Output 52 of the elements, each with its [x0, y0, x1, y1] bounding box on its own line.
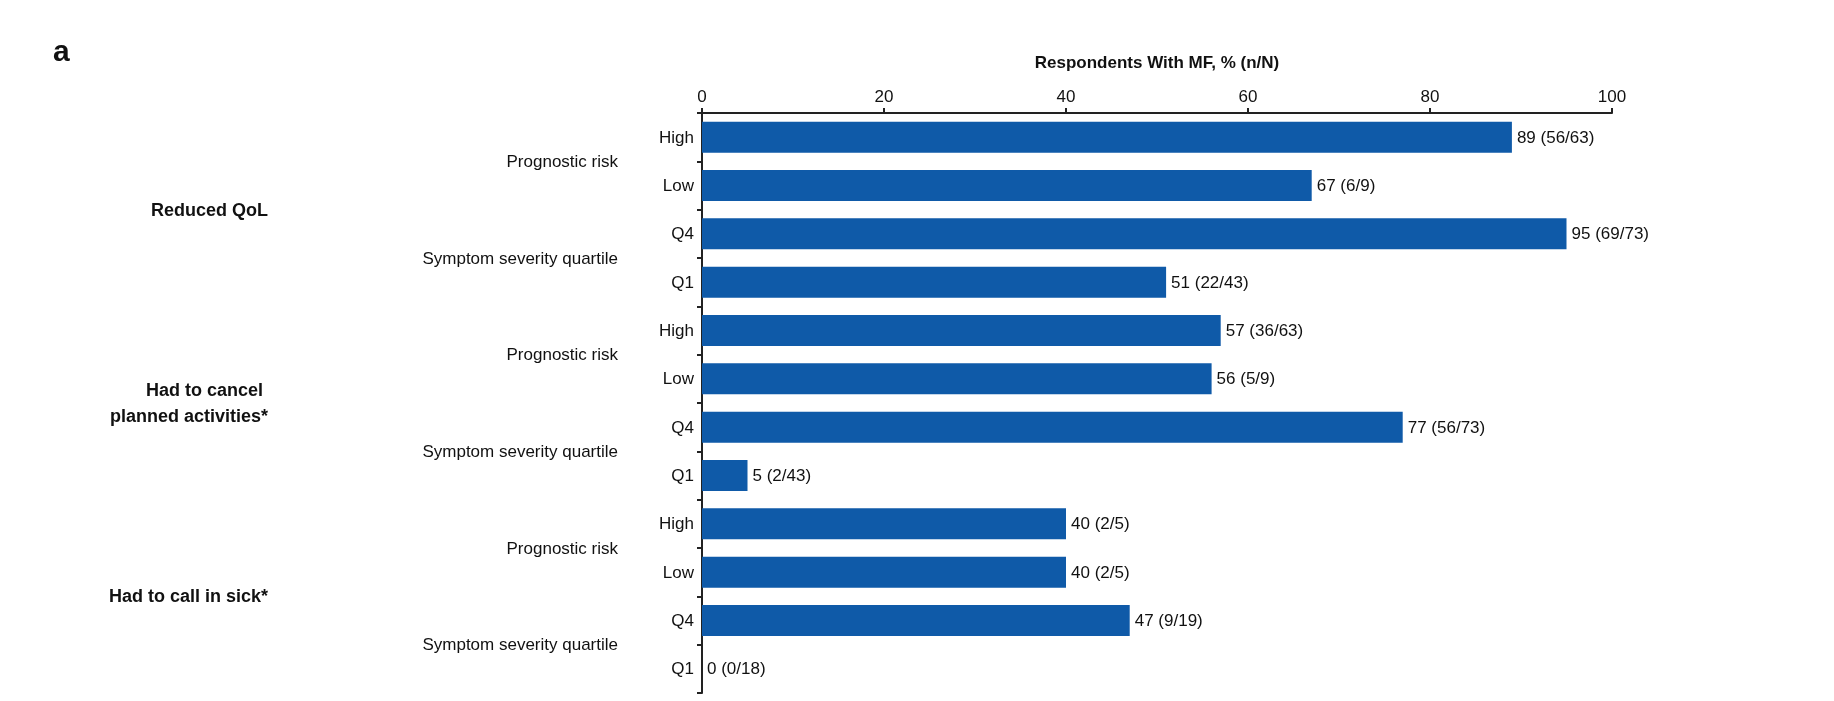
bar: [702, 121, 1512, 153]
bar: [702, 315, 1221, 346]
text: Had to cancel planned activities*: [109, 380, 268, 426]
data-label: 89 (56/63): [1516, 127, 1595, 147]
data-label: 47 (9/19): [1134, 611, 1203, 630]
data-label: 5 (2/43): [752, 466, 812, 485]
bar: [702, 556, 1066, 588]
bar: [702, 460, 748, 491]
x-tick-label: 100: [1597, 87, 1627, 106]
data-label: 57 (36/63): [1225, 321, 1304, 340]
y-tick-label: High: [659, 127, 694, 147]
data-label: 56 (5/9): [1216, 369, 1276, 389]
data-label: 40 (2/5): [1071, 514, 1130, 534]
data-label: 67 (6/9): [1316, 176, 1376, 195]
text: Reduced QoL: [150, 199, 268, 220]
y-tick-label: Low: [662, 176, 695, 195]
text: Symptom severity quartile: [422, 248, 618, 268]
data-label: 40 (2/5): [1071, 562, 1130, 582]
y-tick-label: Low: [662, 369, 695, 389]
y-tick-label: Q1: [671, 466, 694, 485]
x-axis-title: Respondents With MF, % (n/N): [1034, 53, 1280, 72]
y-tick-label: Q1: [671, 272, 694, 292]
bar: [702, 508, 1066, 540]
bar: [702, 266, 1167, 298]
y-tick-label: Q4: [671, 611, 694, 630]
bar: [702, 218, 1567, 250]
y-tick-label: Q4: [671, 224, 694, 244]
data-label: 95 (69/73): [1571, 224, 1649, 244]
y-tick-label: Q1: [671, 659, 694, 679]
data-label: 0 (0/18): [707, 659, 766, 679]
y-tick-label: Q4: [671, 417, 694, 437]
text: a: [53, 33, 70, 67]
bar: [702, 170, 1312, 201]
text: Prognostic risk: [506, 345, 619, 365]
bar: [702, 411, 1403, 443]
x-tick-label: 60: [1238, 87, 1258, 106]
x-tick-label: 0: [697, 87, 707, 106]
text: Prognostic risk: [506, 538, 619, 558]
x-tick-label: 80: [1420, 87, 1440, 106]
x-tick-label: 20: [874, 87, 894, 106]
text: Symptom severity quartile: [422, 441, 618, 461]
text: Prognostic risk: [506, 151, 619, 171]
text: Had to call in sick*: [108, 586, 268, 607]
data-label: 77 (56/73): [1407, 417, 1486, 437]
bar: [702, 363, 1212, 395]
x-tick-label: 40: [1056, 87, 1076, 106]
data-label: 51 (22/43): [1171, 272, 1249, 292]
bar: [702, 605, 1130, 636]
text: Symptom severity quartile: [422, 635, 618, 655]
y-tick-label: High: [659, 321, 694, 340]
y-tick-label: High: [659, 514, 694, 534]
y-tick-label: Low: [662, 562, 695, 582]
